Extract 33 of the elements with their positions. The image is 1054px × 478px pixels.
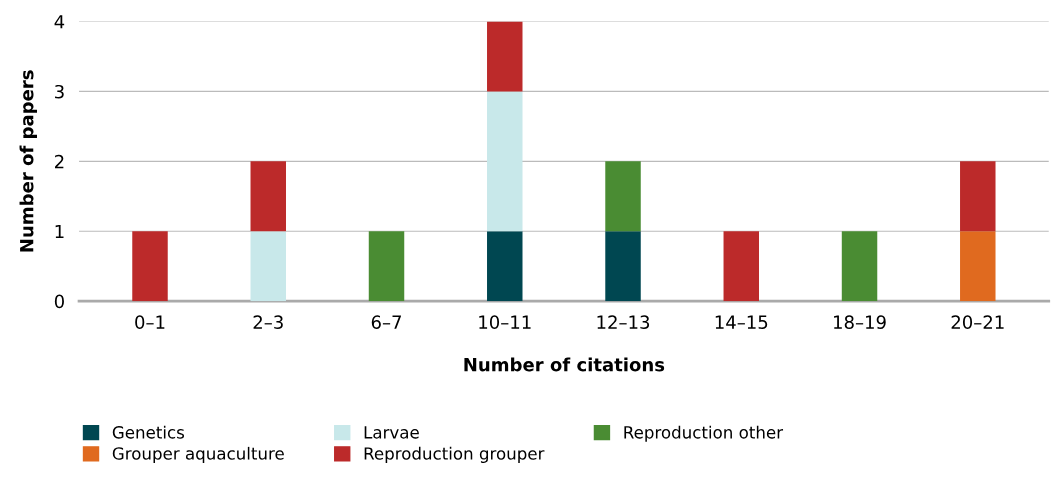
x-tick-label: 20–21: [951, 315, 1004, 330]
bar: [841, 231, 878, 302]
x-tick-label: 10–11: [479, 315, 531, 330]
bar: [960, 161, 996, 232]
bar: [605, 161, 641, 232]
bar: [368, 231, 405, 302]
x-tick-label: 18–19: [834, 315, 886, 330]
legend-label: Larvae: [364, 426, 419, 439]
y-tick-label: 2: [55, 154, 64, 169]
legend-label: Grouper aquaculture: [112, 446, 284, 463]
bar: [250, 231, 286, 302]
bar: [132, 231, 168, 302]
bar: [960, 231, 996, 302]
legend-label: Genetics: [112, 425, 185, 439]
x-tick-label: 12–13: [597, 315, 650, 330]
bar: [250, 161, 286, 232]
legend-label: Reproduction grouper: [364, 446, 545, 463]
bar: [487, 21, 523, 92]
y-tick-label: 1: [55, 224, 64, 239]
y-axis-title: Number of papers: [19, 70, 38, 252]
bar: [605, 231, 641, 302]
y-tick-label: 4: [54, 15, 65, 29]
x-tick-label: 14–15: [715, 315, 768, 330]
bar: [487, 91, 523, 232]
y-tick-label: 3: [55, 84, 64, 99]
legend-label: Reproduction other: [624, 425, 784, 442]
y-tick-label: 0: [54, 294, 64, 309]
x-axis-title: Number of citations: [464, 357, 665, 372]
bar: [723, 231, 760, 302]
x-tick-label: 0–1: [135, 315, 165, 330]
x-tick-label: 6–7: [371, 315, 401, 330]
x-tick-label: 2–3: [253, 315, 283, 330]
bar: [487, 231, 523, 302]
